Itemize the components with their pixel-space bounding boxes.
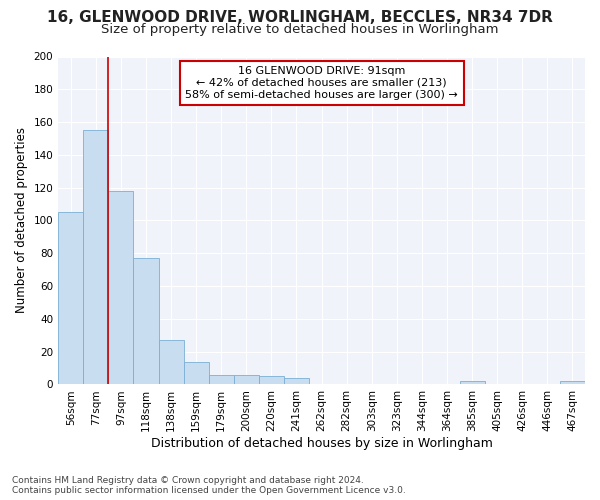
Bar (460, 381, 485, 384)
Bar (158, 340, 184, 384)
Bar (58, 212, 83, 384)
Bar (284, 378, 309, 384)
Text: Contains HM Land Registry data © Crown copyright and database right 2024.
Contai: Contains HM Land Registry data © Crown c… (12, 476, 406, 495)
Bar (83, 130, 109, 384)
Bar (209, 374, 234, 384)
Text: 16 GLENWOOD DRIVE: 91sqm
← 42% of detached houses are smaller (213)
58% of semi-: 16 GLENWOOD DRIVE: 91sqm ← 42% of detach… (185, 66, 458, 100)
X-axis label: Distribution of detached houses by size in Worlingham: Distribution of detached houses by size … (151, 437, 493, 450)
Bar (259, 376, 284, 384)
Bar (109, 191, 133, 384)
Bar (184, 362, 209, 384)
Text: Size of property relative to detached houses in Worlingham: Size of property relative to detached ho… (101, 22, 499, 36)
Y-axis label: Number of detached properties: Number of detached properties (15, 128, 28, 314)
Text: 16, GLENWOOD DRIVE, WORLINGHAM, BECCLES, NR34 7DR: 16, GLENWOOD DRIVE, WORLINGHAM, BECCLES,… (47, 10, 553, 25)
Bar (560, 381, 585, 384)
Bar (133, 258, 158, 384)
Bar (234, 374, 259, 384)
